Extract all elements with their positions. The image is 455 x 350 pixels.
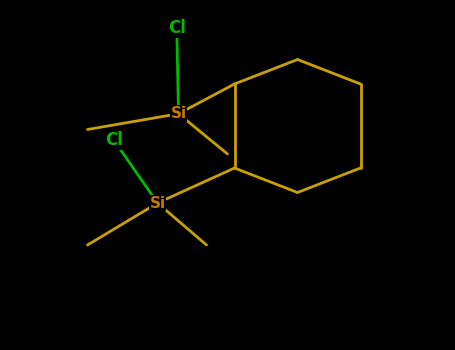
Text: Cl: Cl — [168, 19, 186, 37]
Text: Si: Si — [171, 106, 187, 121]
Text: Cl: Cl — [105, 131, 123, 149]
Text: Si: Si — [149, 196, 166, 210]
